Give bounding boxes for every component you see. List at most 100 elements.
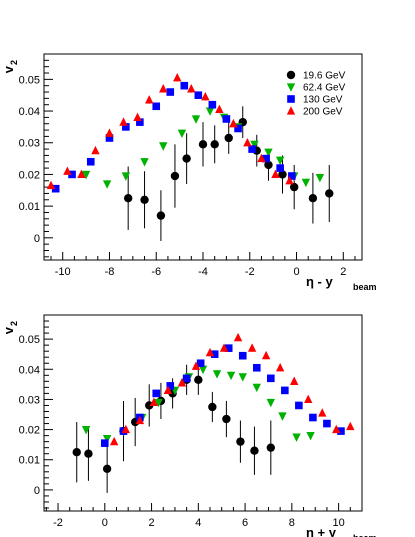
data-point xyxy=(210,350,219,358)
x-tick-label: 8 xyxy=(289,517,295,529)
data-point xyxy=(180,81,189,90)
data-point xyxy=(166,382,175,390)
data-point xyxy=(318,408,327,417)
y-tick-label: 0.03 xyxy=(19,394,40,406)
data-point xyxy=(145,95,154,104)
data-point xyxy=(332,424,341,434)
data-point xyxy=(46,180,56,190)
data-point xyxy=(109,436,119,446)
data-point xyxy=(229,118,238,128)
data-point xyxy=(123,194,133,203)
data-point xyxy=(276,164,284,172)
data-point xyxy=(149,397,159,407)
data-point xyxy=(224,344,233,352)
data-point xyxy=(285,175,294,185)
data-point xyxy=(278,170,287,179)
data-point xyxy=(177,378,187,387)
data-point xyxy=(159,84,168,93)
y-axis-label-main: v xyxy=(1,65,16,73)
data-point xyxy=(252,363,261,372)
y-tick-label: 0.03 xyxy=(19,138,40,150)
data-point xyxy=(308,194,318,203)
y-axis-label: v2 xyxy=(1,60,19,73)
data-point xyxy=(156,211,166,220)
data-point xyxy=(219,343,229,352)
data-point xyxy=(72,448,81,457)
plot-frame xyxy=(43,314,363,512)
data-point xyxy=(177,129,187,139)
data-point xyxy=(243,137,252,147)
data-point xyxy=(295,401,303,410)
data-point xyxy=(81,425,91,435)
x-tick-label: 10 xyxy=(332,517,344,529)
data-point xyxy=(264,148,273,158)
legend-label: 19.6 GeV xyxy=(303,71,346,82)
data-point xyxy=(288,172,296,180)
data-point xyxy=(159,142,168,151)
data-point xyxy=(105,128,114,137)
data-point xyxy=(301,178,311,188)
data-point xyxy=(266,443,276,452)
data-point xyxy=(306,432,315,441)
data-point xyxy=(105,134,114,142)
data-point xyxy=(257,153,266,163)
data-point xyxy=(136,118,144,126)
data-point xyxy=(198,365,208,375)
y-tick-label: 0.05 xyxy=(19,334,40,346)
x-axis-label-main: η - y xyxy=(306,274,333,289)
data-point xyxy=(247,343,257,352)
data-point xyxy=(194,375,203,385)
data-point xyxy=(275,362,285,372)
x-tick-label: 0 xyxy=(102,517,108,529)
data-point xyxy=(248,145,256,153)
data-point xyxy=(304,394,313,404)
y-tick-label: 0.04 xyxy=(19,364,40,376)
data-point xyxy=(63,166,72,175)
data-point xyxy=(224,133,233,143)
data-point xyxy=(91,145,100,155)
data-point xyxy=(163,385,173,394)
data-point xyxy=(267,374,275,383)
data-point xyxy=(191,115,201,124)
y-tick-label: 0.01 xyxy=(19,201,40,213)
data-point xyxy=(191,361,201,370)
data-point xyxy=(77,169,86,179)
data-point xyxy=(140,195,149,204)
data-point xyxy=(198,140,208,149)
data-point xyxy=(187,84,196,93)
data-point xyxy=(140,158,149,167)
legend-marker xyxy=(287,95,295,103)
data-point xyxy=(86,157,95,166)
data-point xyxy=(194,91,203,99)
x-axis-label: η - y beam xyxy=(306,274,377,292)
data-point xyxy=(182,374,191,383)
data-point xyxy=(266,398,276,408)
legend-marker xyxy=(286,106,296,115)
data-point xyxy=(292,433,301,442)
data-point xyxy=(210,140,219,149)
series-200-GeV xyxy=(109,332,355,446)
data-point xyxy=(238,351,247,360)
data-point xyxy=(278,412,287,421)
x-tick-label: 4 xyxy=(195,517,201,529)
x-tick-label: -2 xyxy=(245,266,255,278)
x-axis-label-sub: beam xyxy=(353,282,377,292)
y-axis-label-sub: 2 xyxy=(9,321,19,326)
data-point xyxy=(208,100,217,109)
data-point xyxy=(212,370,222,379)
data-point xyxy=(215,104,224,114)
series-130-GeV xyxy=(51,81,296,193)
y-axis-label-main: v xyxy=(1,326,16,334)
y-axis-label: v2 xyxy=(1,321,19,334)
data-point xyxy=(84,449,93,458)
data-point xyxy=(289,182,299,192)
data-point xyxy=(236,437,245,446)
data-point xyxy=(154,398,163,408)
data-point xyxy=(102,464,112,473)
x-tick-label: 0 xyxy=(293,266,299,278)
data-point xyxy=(252,383,261,393)
data-point xyxy=(166,88,175,96)
